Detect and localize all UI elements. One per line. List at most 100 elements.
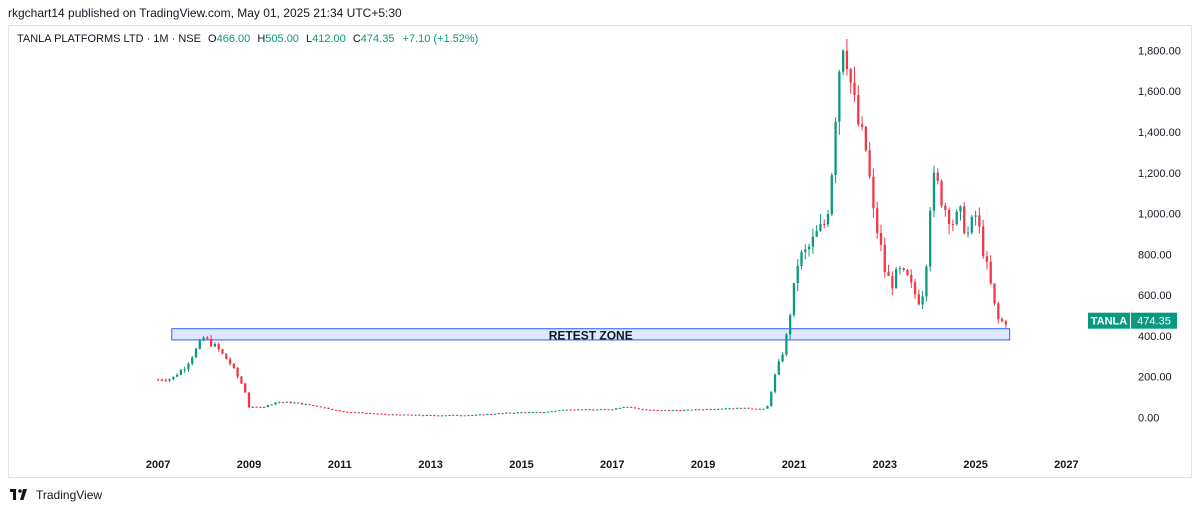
- x-tick-label: 2027: [1054, 459, 1078, 471]
- candle-body: [637, 408, 640, 410]
- candle-body: [463, 415, 466, 417]
- candle-body: [1000, 318, 1004, 322]
- candle-body: [584, 409, 587, 411]
- candle-body: [421, 415, 425, 417]
- price-tag-layer: TANLA 474.35: [1088, 312, 1177, 329]
- ohlc-legend: TANLA PLATFORMS LTD · 1M · NSE O466.00 H…: [17, 33, 478, 45]
- candle-body: [762, 408, 765, 410]
- x-axis: 2007 2009 2011 2013 2015 2017 2019 2021 2023 2025…: [146, 459, 1079, 471]
- candle-body: [667, 410, 671, 412]
- candle-body: [531, 412, 534, 414]
- candle-body: [698, 409, 701, 411]
- candle-body: [297, 402, 300, 404]
- candle-body: [826, 214, 830, 225]
- candle-body: [315, 405, 319, 407]
- candle-body: [1004, 321, 1008, 325]
- candle-body: [603, 409, 606, 411]
- candle-body: [652, 409, 656, 411]
- candle-body: [910, 275, 913, 283]
- candle-body: [194, 348, 198, 358]
- candle-body: [894, 269, 898, 289]
- candle-body: [554, 410, 557, 412]
- candle-body: [800, 251, 803, 266]
- candle-body: [845, 50, 849, 70]
- tradingview-footer[interactable]: TradingView: [10, 486, 102, 504]
- candle-body: [274, 402, 277, 405]
- candle-body: [350, 412, 353, 414]
- candle-body: [834, 121, 837, 176]
- tradingview-brand: TradingView: [36, 488, 103, 502]
- chart-frame: [8, 25, 1192, 478]
- candle-body: [868, 150, 871, 177]
- candle-body: [278, 402, 281, 404]
- candle-body: [705, 408, 709, 410]
- candle-body: [403, 414, 406, 416]
- candle-body: [985, 256, 989, 262]
- candle-body: [168, 379, 171, 381]
- candle-body: [849, 69, 852, 83]
- candle-body: [633, 407, 637, 409]
- candle-body: [607, 409, 610, 411]
- price-tag-symbol-bg: [1088, 312, 1130, 329]
- y-tick-label: 1,200.00: [1138, 168, 1181, 180]
- candle-body: [561, 409, 565, 411]
- candle-body: [641, 408, 644, 410]
- candle-body: [467, 415, 470, 417]
- candle-body: [701, 409, 705, 411]
- candle-body: [944, 205, 947, 211]
- candle-body: [891, 275, 894, 289]
- candle-body: [365, 413, 368, 415]
- publisher-line: rkgchart14 published on TradingView.com,…: [8, 6, 402, 20]
- candle-body: [376, 413, 379, 415]
- candle-body: [228, 359, 232, 364]
- candle-body: [770, 391, 773, 407]
- open-label: O: [208, 33, 217, 45]
- candle-body: [266, 404, 270, 407]
- candle-body: [819, 223, 822, 231]
- candle-body: [516, 412, 519, 414]
- candle-body: [391, 414, 394, 416]
- candle-body: [993, 283, 996, 304]
- candle-body: [312, 405, 315, 407]
- candle-body: [664, 410, 667, 412]
- candle-body: [444, 415, 447, 417]
- x-tick-label: 2025: [963, 459, 987, 471]
- x-tick-label: 2015: [509, 459, 533, 471]
- candle-body: [527, 412, 531, 414]
- candle-body: [713, 409, 716, 411]
- candle-body: [304, 404, 307, 406]
- candle-body: [588, 409, 591, 411]
- candle-body: [270, 404, 273, 406]
- candle-body: [198, 340, 201, 349]
- candle-body: [815, 230, 818, 237]
- candle-body: [611, 409, 614, 411]
- candle-body: [361, 412, 364, 414]
- y-tick-label: 1,600.00: [1138, 86, 1181, 98]
- candle-body: [520, 412, 523, 414]
- candle-body: [455, 414, 459, 416]
- retest-zone-box[interactable]: [171, 328, 1011, 341]
- candle-body: [380, 413, 383, 415]
- candle-body: [474, 414, 478, 416]
- candle-body: [429, 415, 432, 417]
- candle-body: [947, 210, 951, 224]
- candle-body: [187, 363, 190, 370]
- candle-body: [342, 411, 345, 413]
- candle-body: [319, 406, 323, 408]
- candle-body: [796, 265, 799, 284]
- candle-body: [440, 415, 444, 417]
- candle-body: [932, 172, 936, 211]
- candle-body: [804, 249, 807, 252]
- candle-body: [989, 261, 992, 284]
- candle-body: [293, 402, 296, 404]
- candle-body: [686, 409, 690, 411]
- candle-body: [384, 413, 387, 415]
- candle-body: [308, 404, 311, 406]
- zone-layer: RETEST ZONE: [171, 328, 1011, 342]
- candle-body: [259, 406, 262, 408]
- high-value: 505.00: [265, 33, 299, 45]
- candle-body: [857, 95, 860, 125]
- publish-header: rkgchart14 published on TradingView.com,…: [0, 0, 1200, 24]
- candle-body: [543, 412, 546, 414]
